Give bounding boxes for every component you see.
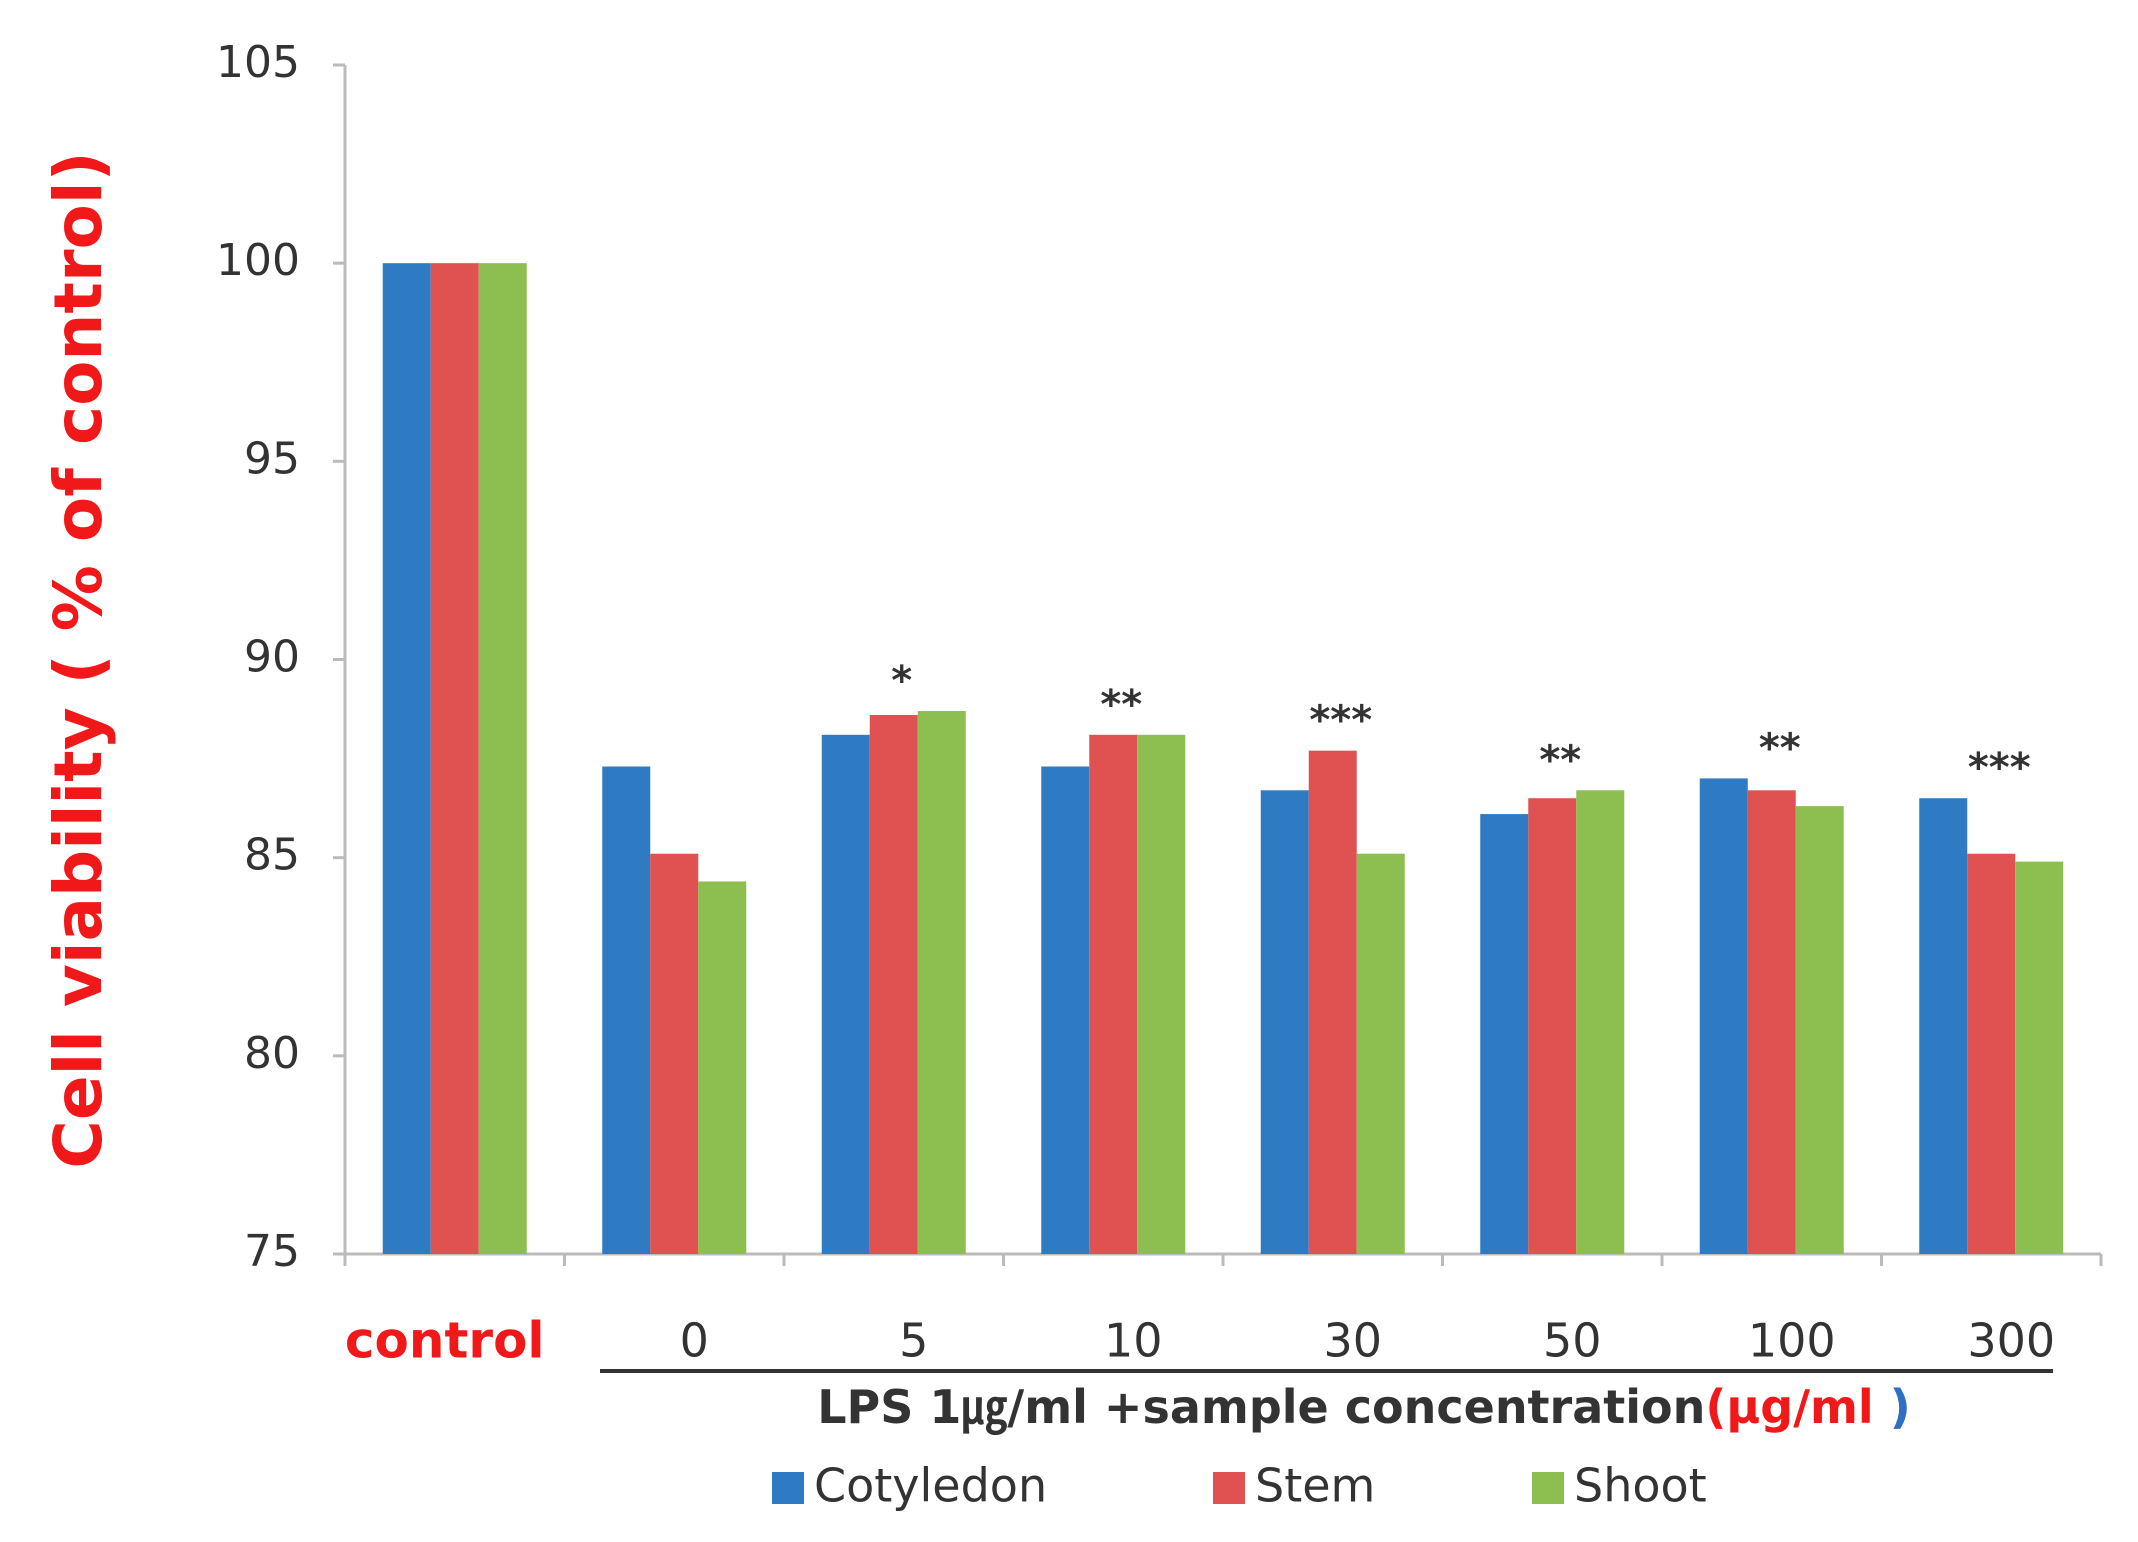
legend-label: Stem	[1255, 1459, 1375, 1513]
annotation: **	[1100, 682, 1142, 728]
x-tick-label: control	[345, 1312, 545, 1370]
bar	[917, 711, 966, 1254]
x-axis-label: LPS 1㎍/ml +sample concentration(µg/ml )	[817, 1380, 1911, 1436]
x-axis-label-unit: (µg/ml	[1705, 1380, 1873, 1434]
x-tick-label: 300	[1967, 1314, 2055, 1368]
bar	[1747, 790, 1796, 1254]
bar	[478, 263, 527, 1255]
bar	[1041, 766, 1090, 1254]
x-tick-label: 50	[1543, 1314, 1602, 1368]
bar	[1967, 853, 2016, 1254]
y-tick-label: 80	[244, 1028, 300, 1079]
bar	[2015, 861, 2064, 1254]
bar	[1260, 790, 1309, 1254]
bar	[1576, 790, 1625, 1254]
bar	[382, 263, 431, 1255]
legend-swatch	[1532, 1472, 1564, 1504]
x-tick-label: 100	[1748, 1314, 1836, 1368]
bar	[1356, 853, 1405, 1254]
bar	[1919, 798, 1968, 1254]
bar	[1089, 734, 1138, 1254]
annotation: **	[1759, 725, 1801, 771]
bar	[1137, 734, 1186, 1254]
annotation: ***	[1968, 745, 2031, 791]
bar	[602, 766, 651, 1254]
bar	[821, 734, 870, 1254]
y-tick-label: 90	[244, 632, 300, 683]
bar	[1308, 750, 1357, 1254]
bar	[1699, 778, 1748, 1254]
y-tick-label: 100	[216, 235, 300, 286]
x-tick-label: 5	[899, 1314, 928, 1368]
y-tick-label: 95	[244, 433, 300, 484]
y-tick-label: 75	[244, 1226, 300, 1277]
bar	[1528, 798, 1577, 1254]
bar	[430, 263, 479, 1255]
bar	[650, 853, 699, 1254]
bar	[698, 881, 747, 1254]
bar	[1795, 806, 1844, 1254]
annotation: **	[1539, 737, 1581, 783]
x-axis-label-text: LPS 1㎍/ml +sample concentration	[817, 1380, 1705, 1436]
annotation: *	[891, 658, 912, 704]
legend-label: Shoot	[1574, 1459, 1707, 1513]
x-tick-label: 30	[1323, 1314, 1382, 1368]
y-tick-label: 105	[216, 37, 300, 88]
y-axis-label: Cell viability ( % of control)	[40, 151, 117, 1168]
y-tick-label: 85	[244, 830, 300, 881]
x-tick-label: 10	[1104, 1314, 1163, 1368]
bar	[1480, 814, 1529, 1254]
legend-swatch	[772, 1472, 804, 1504]
x-tick-label: 0	[680, 1314, 709, 1368]
legend-swatch	[1213, 1472, 1245, 1504]
bar	[869, 714, 918, 1254]
x-axis-label-close: )	[1874, 1380, 1911, 1434]
annotation: ***	[1309, 698, 1372, 744]
legend-label: Cotyledon	[814, 1459, 1047, 1513]
